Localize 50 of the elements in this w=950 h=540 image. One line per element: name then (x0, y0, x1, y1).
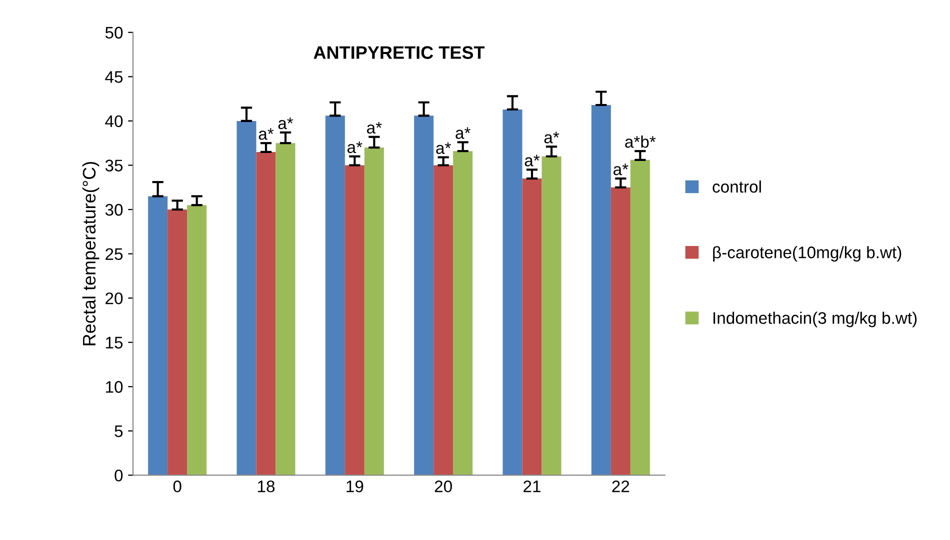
y-tick-label: 10 (106, 381, 123, 393)
bar (236, 120, 256, 476)
y-tick-label: 45 (105, 71, 123, 83)
bar (325, 116, 345, 476)
bar (168, 210, 188, 476)
y-tick-label: 50 (105, 26, 123, 39)
bar (276, 143, 296, 476)
annotation: a* (278, 118, 294, 130)
x-tick-label: 21 (524, 480, 540, 492)
bar (256, 152, 276, 476)
x-tick-label: 0 (173, 480, 182, 492)
y-tick-label: 0 (114, 470, 123, 482)
annotation: a* (347, 141, 362, 154)
bar (187, 205, 207, 476)
bar (610, 187, 630, 476)
x-tick-label: 22 (612, 480, 630, 492)
bar (148, 196, 168, 476)
bar (364, 148, 384, 476)
bar (453, 151, 473, 476)
y-tick-label: 20 (106, 292, 123, 304)
annotation: a* (258, 128, 274, 140)
bar (502, 109, 522, 476)
legend-label: control (712, 180, 761, 193)
annotation: a* (436, 142, 451, 154)
bar (414, 116, 434, 476)
y-tick-label: 5 (114, 425, 123, 438)
y-tick-label: 30 (105, 204, 123, 216)
annotation: a* (367, 122, 382, 134)
annotation: a* (524, 154, 540, 166)
legend-label: β-carotene(10mg/kg b.wt) (713, 246, 902, 262)
bar (434, 165, 454, 476)
legend-label: Indomethacin(3 mg/kg b.wt) (714, 312, 917, 328)
text: ANTIPYRETIC TEST (314, 46, 485, 59)
bar (542, 156, 562, 476)
y-tick-label: 25 (106, 248, 123, 260)
y-axis-title: Rectal temperature(°C) (82, 162, 100, 346)
annotation: a* (613, 164, 628, 176)
x-tick-label: 20 (434, 480, 452, 492)
y-tick-label: 35 (105, 160, 123, 172)
bar (630, 160, 650, 476)
x-tick-label: 18 (258, 480, 275, 492)
annotation: a* (456, 127, 470, 139)
bar (591, 105, 611, 476)
bar (522, 178, 542, 476)
y-tick-label: 40 (105, 115, 123, 128)
x-tick-label: 19 (346, 480, 364, 492)
y-tick-label: 15 (106, 336, 123, 349)
annotation: a*b* (625, 136, 656, 148)
annotation: a* (544, 132, 560, 144)
bar (344, 165, 364, 476)
